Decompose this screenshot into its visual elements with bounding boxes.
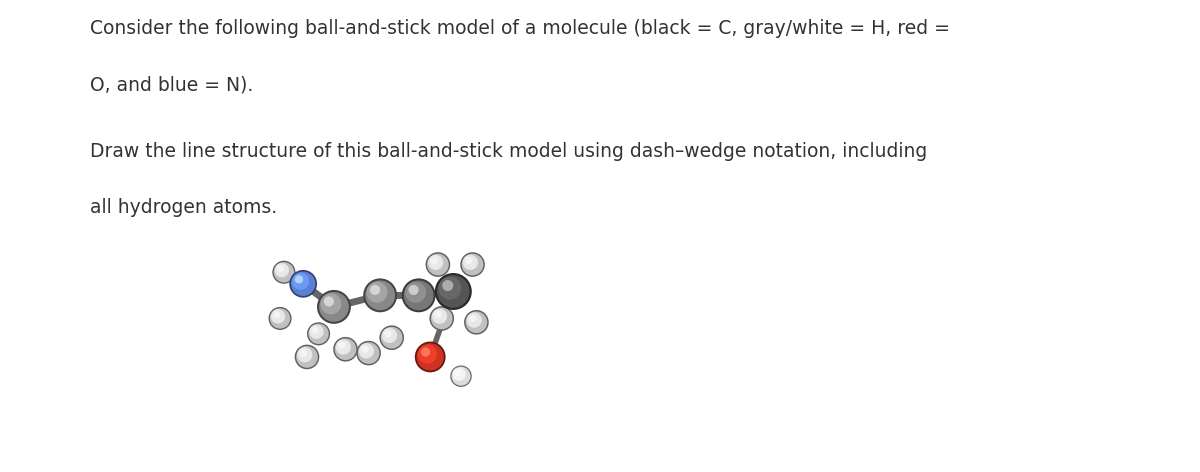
Circle shape — [426, 252, 450, 277]
Text: Consider the following ball-and-stick model of a molecule (black = C, gray/white: Consider the following ball-and-stick mo… — [90, 19, 950, 38]
Circle shape — [463, 255, 478, 270]
Circle shape — [461, 252, 485, 277]
Circle shape — [408, 285, 419, 295]
Circle shape — [358, 342, 379, 364]
Circle shape — [370, 285, 380, 295]
Circle shape — [336, 339, 350, 354]
Circle shape — [298, 347, 312, 362]
Circle shape — [416, 344, 444, 371]
Text: all hydrogen atoms.: all hydrogen atoms. — [90, 198, 277, 217]
Circle shape — [338, 342, 346, 349]
Circle shape — [277, 265, 284, 272]
Circle shape — [274, 311, 280, 318]
Circle shape — [434, 273, 472, 310]
Circle shape — [364, 278, 397, 312]
Circle shape — [320, 293, 342, 314]
Circle shape — [359, 343, 374, 359]
Circle shape — [384, 330, 391, 337]
Circle shape — [438, 277, 462, 300]
Circle shape — [466, 312, 487, 333]
Circle shape — [403, 280, 433, 310]
Circle shape — [271, 309, 286, 323]
Circle shape — [310, 325, 324, 339]
Circle shape — [292, 273, 310, 290]
Circle shape — [450, 365, 472, 387]
Circle shape — [464, 310, 488, 335]
Circle shape — [296, 346, 318, 368]
Circle shape — [406, 282, 426, 303]
Circle shape — [421, 347, 431, 357]
Circle shape — [275, 263, 289, 278]
Circle shape — [379, 325, 404, 350]
Circle shape — [415, 342, 445, 372]
Circle shape — [431, 257, 438, 264]
Circle shape — [418, 345, 437, 364]
Circle shape — [466, 257, 473, 264]
Circle shape — [469, 315, 476, 322]
Circle shape — [402, 278, 436, 312]
Circle shape — [432, 309, 448, 324]
Circle shape — [269, 307, 292, 330]
Circle shape — [428, 255, 443, 270]
Circle shape — [317, 290, 350, 324]
Circle shape — [312, 327, 318, 334]
Circle shape — [380, 327, 402, 348]
Circle shape — [382, 328, 397, 343]
Circle shape — [437, 275, 469, 308]
Circle shape — [319, 292, 349, 322]
Circle shape — [467, 312, 482, 328]
Circle shape — [430, 306, 454, 331]
Circle shape — [295, 275, 304, 284]
Circle shape — [434, 311, 442, 318]
Text: O, and blue = N).: O, and blue = N). — [90, 76, 253, 94]
Circle shape — [356, 341, 380, 365]
Circle shape — [307, 322, 330, 346]
Circle shape — [462, 253, 484, 275]
Circle shape — [274, 262, 294, 282]
Circle shape — [295, 345, 319, 369]
Circle shape — [335, 338, 356, 360]
Circle shape — [365, 280, 395, 310]
Circle shape — [290, 271, 316, 296]
Circle shape — [270, 308, 290, 329]
Circle shape — [308, 324, 329, 344]
Text: Draw the line structure of this ball-and-stick model using dash–wedge notation, : Draw the line structure of this ball-and… — [90, 142, 928, 160]
Circle shape — [334, 337, 358, 362]
Circle shape — [289, 270, 317, 298]
Circle shape — [455, 370, 461, 376]
Circle shape — [451, 367, 470, 386]
Circle shape — [366, 282, 388, 303]
Circle shape — [443, 280, 454, 291]
Circle shape — [361, 346, 368, 353]
Circle shape — [427, 253, 449, 275]
Circle shape — [452, 368, 466, 381]
Circle shape — [300, 349, 307, 357]
Circle shape — [431, 308, 452, 329]
Circle shape — [324, 296, 334, 306]
Circle shape — [272, 261, 295, 284]
